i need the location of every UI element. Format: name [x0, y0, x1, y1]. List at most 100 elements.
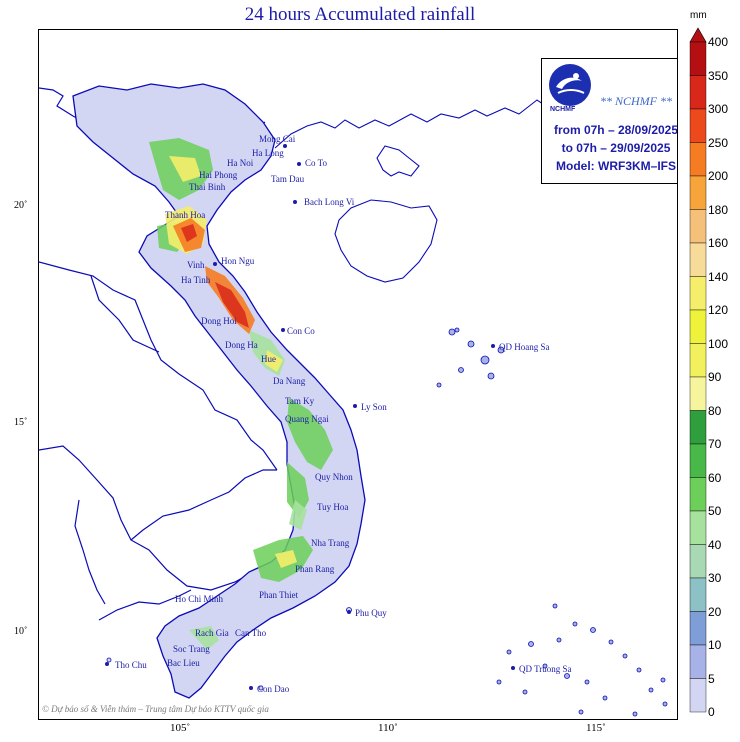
place-label: Hue [261, 354, 276, 364]
place-label: Mong Cai [259, 134, 296, 144]
offshore-islands [436, 327, 668, 717]
colorbar-level-label: 300 [708, 102, 729, 116]
lat-label: 10˚ [14, 626, 28, 637]
rainfall-map [39, 83, 668, 717]
colorbar-swatch [689, 510, 707, 545]
station-dot [347, 610, 351, 614]
place-label: Ly Son [361, 402, 387, 412]
station-dot [283, 144, 287, 148]
colorbar-level-label: 70 [708, 437, 722, 451]
rain-red [181, 224, 249, 328]
colorbar-swatch [689, 544, 707, 579]
colorbar-level-label: 400 [708, 35, 729, 49]
station-dot [491, 344, 495, 348]
colorbar-level-label: 160 [708, 236, 729, 250]
place-label: Hon Ngu [221, 256, 255, 266]
colorbar-level-label: 250 [708, 135, 729, 150]
forecast-info-box: NCHMF ** NCHMF ** from 07h – 28/09/2025 … [541, 58, 678, 184]
credit-text: © Dự báo số & Viễn thám – Trung tâm Dự b… [42, 704, 269, 714]
colorbar-level-label: 200 [708, 169, 729, 183]
lon-label: 115˚ [586, 722, 606, 734]
colorbar-swatch [689, 41, 707, 76]
place-label: Phan Thiet [259, 590, 299, 600]
place-label: Bac Lieu [167, 658, 200, 668]
place-label: Dong Ha [225, 340, 258, 350]
station-dot [213, 262, 217, 266]
colorbar-swatch [689, 75, 707, 110]
colorbar-level-label: 5 [708, 671, 715, 686]
colorbar-swatch [689, 577, 707, 612]
colorbar-swatch [689, 209, 707, 244]
place-label: Con Co [287, 326, 315, 336]
colorbar-level-label: 0 [708, 705, 715, 719]
model-name: Model: WRF3KM–IFS [556, 159, 676, 173]
place-label: Quy Nhon [315, 472, 353, 482]
place-label: Thanh Hoa [165, 210, 206, 220]
place-label: Tuy Hoa [317, 502, 349, 512]
map-title: 24 hours Accumulated rainfall [244, 4, 476, 25]
coastline-north [274, 99, 570, 283]
period-to: to 07h – 29/09/2025 [561, 141, 671, 155]
lon-label: 110˚ [378, 722, 398, 734]
colorbar-swatch [689, 343, 707, 378]
colorbar [689, 27, 707, 713]
place-label: Dong Hoi [201, 316, 237, 326]
colorbar-arrow [689, 27, 707, 43]
colorbar-swatch [689, 309, 707, 344]
colorbar-level-label: 180 [708, 202, 729, 217]
place-label: Ha Noi [227, 158, 254, 168]
place-label: Bach Long Vi [304, 197, 355, 207]
place-label: Can Tho [235, 628, 267, 638]
place-label: Tam Dau [271, 174, 305, 184]
place-label: Tam Ky [285, 396, 315, 406]
colorbar-swatch [689, 276, 707, 311]
station-dot [249, 686, 253, 690]
place-label: Soc Trang [173, 644, 210, 654]
colorbar-level-label: 140 [708, 269, 729, 284]
nchmf-logo-icon [549, 64, 591, 106]
colorbar-level-label: 30 [708, 571, 722, 585]
station-dot [293, 200, 297, 204]
station-dot [297, 162, 301, 166]
colorbar-swatch [689, 242, 707, 277]
place-label: Thai Binh [189, 182, 226, 192]
colorbar-level-label: 50 [708, 504, 722, 518]
place-label: Nha Trang [311, 538, 350, 548]
place-label: Rach Gia [195, 628, 229, 638]
colorbar-unit: mm [690, 10, 707, 21]
colorbar-level-label: 40 [708, 537, 722, 552]
colorbar-level-label: 60 [708, 470, 722, 485]
lat-label: 20˚ [14, 200, 28, 211]
colorbar-swatch [689, 477, 707, 512]
place-label: Con Dao [257, 684, 290, 694]
place-label: Ho Chi Minh [175, 594, 224, 604]
place-label: QD Truong Sa [519, 664, 572, 674]
colorbar-swatch [689, 410, 707, 445]
colorbar-swatch [689, 678, 707, 713]
station-dot [281, 328, 285, 332]
colorbar-swatch [689, 142, 707, 177]
lat-label: 15˚ [14, 417, 28, 428]
logo-text: NCHMF [550, 106, 576, 113]
colorbar-level-label: 90 [708, 370, 722, 384]
org-name: ** NCHMF ** [600, 94, 672, 108]
colorbar-level-label: 350 [708, 68, 729, 83]
place-label: Ha Long [252, 148, 284, 158]
station-dot [105, 662, 109, 666]
station-dot [353, 404, 357, 408]
place-label: Co To [305, 158, 327, 168]
colorbar-swatch [689, 376, 707, 411]
period-from: from 07h – 28/09/2025 [553, 123, 678, 137]
station-dot [511, 666, 515, 670]
place-label: Vinh [187, 260, 205, 270]
colorbar-level-label: 20 [708, 604, 722, 619]
place-label: Da Nang [273, 376, 306, 386]
map-area: NCHMF ** NCHMF ** from 07h – 28/09/2025 … [38, 29, 678, 720]
lon-label: 105˚ [170, 722, 191, 734]
place-label: Tho Chu [115, 660, 147, 670]
place-label: Phu Quy [355, 608, 387, 618]
place-label: Quang Ngai [285, 414, 329, 424]
colorbar-swatch [689, 175, 707, 210]
colorbar-swatch [689, 644, 707, 679]
colorbar-level-label: 80 [708, 403, 722, 418]
